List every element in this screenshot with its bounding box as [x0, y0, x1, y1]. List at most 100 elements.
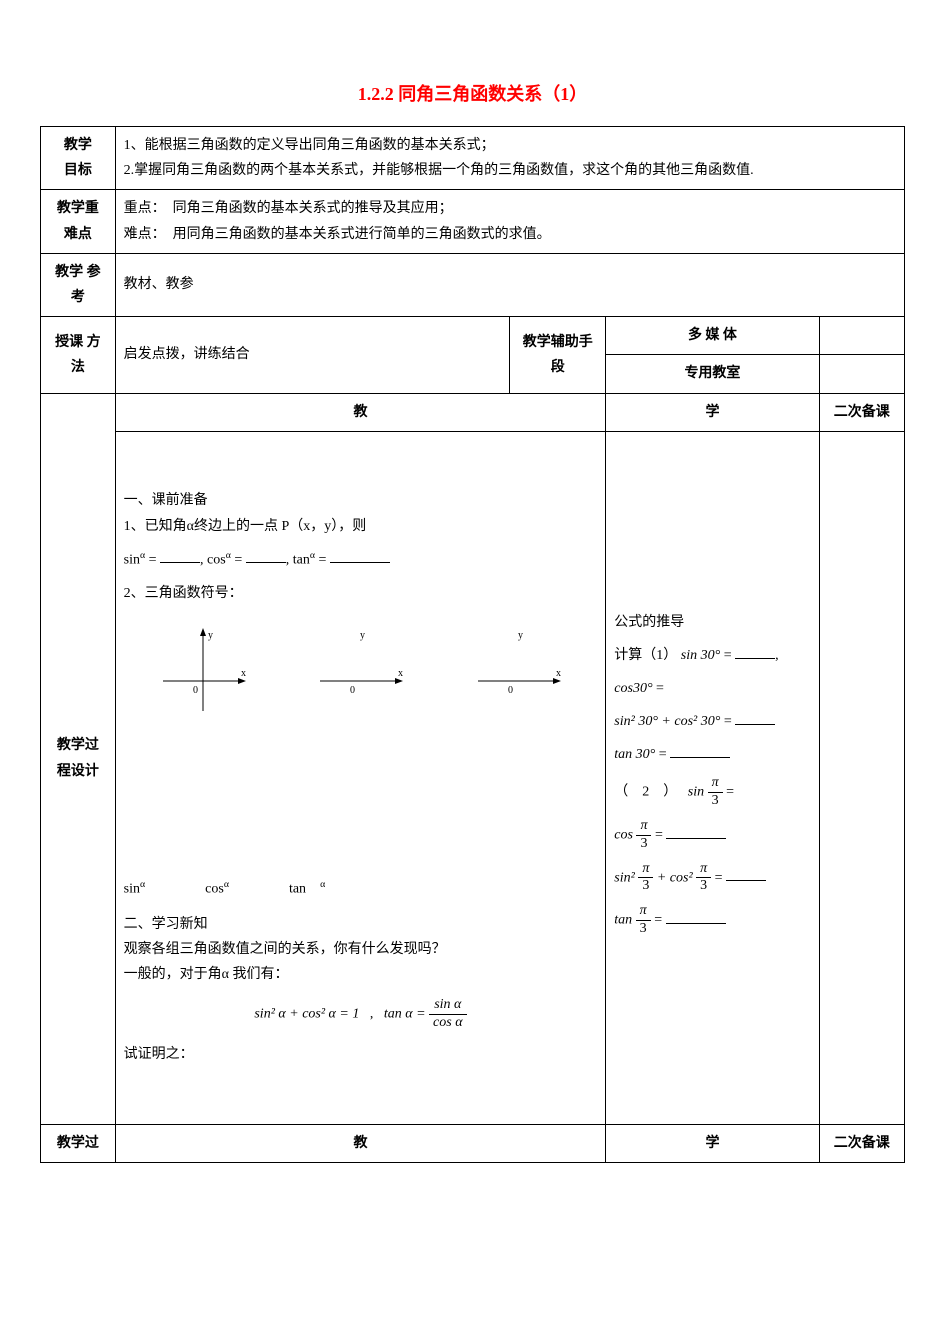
svg-text:0: 0 — [193, 685, 198, 696]
learn-header: 学 — [606, 393, 819, 431]
sin2-pi3: sin² — [614, 870, 635, 885]
tan30-line: tan 30° = — [614, 742, 810, 767]
classroom-label: 专用教室 — [606, 355, 819, 393]
calc-label: 计算（1） — [614, 648, 677, 663]
goal-label: 教学 目标 — [41, 127, 116, 190]
tan-label: tan — [293, 552, 310, 567]
blank-s2c2-30 — [735, 710, 775, 725]
lesson-plan-table: 教学 目标 1、能根据三角函数的定义导出同角三角函数的基本关系式； 2.掌握同角… — [40, 126, 905, 1163]
sec2-title: 二、学习新知 — [124, 912, 598, 937]
teach-content: 一、课前准备 1、已知角α终边上的一点 P（x，y），则 sinα = , co… — [115, 431, 606, 1124]
keypoint-line1: 重点： 同角三角函数的基本关系式的推导及其应用； — [124, 196, 896, 221]
pi3-frac-1: π3 — [708, 775, 723, 810]
sec1-line2: 2、三角函数符号： — [124, 581, 598, 606]
multimedia-label: 多 媒 体 — [606, 317, 819, 355]
learn-header-2: 学 — [606, 1124, 819, 1162]
svg-text:y: y — [208, 630, 213, 641]
svg-text:x: x — [398, 668, 403, 679]
trig-labels-row: sinα cosα tan α — [124, 876, 598, 902]
cos2-pi3: + cos² — [657, 870, 693, 885]
note-header: 二次备课 — [819, 393, 904, 431]
teach-header-2: 教 — [115, 1124, 606, 1162]
note-content — [819, 431, 904, 1124]
formula2-num: sin α — [429, 997, 467, 1015]
document-title: 1.2.2 同角三角函数关系（1） — [40, 80, 905, 106]
sin30: sin 30° — [681, 648, 720, 663]
blank-sin — [160, 548, 200, 563]
sec2-prove: 试证明之： — [124, 1042, 598, 1067]
svg-text:x: x — [241, 668, 246, 679]
keypoint-line2: 难点： 用同角三角函数的基本关系式进行简单的三角函数式的求值。 — [124, 222, 896, 247]
axes-diagrams: y x 0 y x 0 y x 0 — [124, 626, 598, 716]
sin2cos2-30: sin² 30° + cos² 30° — [614, 714, 720, 729]
teach-header: 教 — [115, 393, 606, 431]
goal-line2: 2.掌握同角三角函数的两个基本关系式，并能够根据一个角的三角函数值，求这个角的其… — [124, 158, 896, 183]
ref-content: 教材、教参 — [115, 253, 904, 316]
method-label: 授课 方 法 — [41, 317, 116, 393]
ref-label: 教学 参 考 — [41, 253, 116, 316]
note-header-2: 二次备课 — [819, 1124, 904, 1162]
svg-text:0: 0 — [508, 685, 513, 696]
cos30: cos30° — [614, 681, 652, 696]
sec2-q: 观察各组三角函数值之间的关系，你有什么发现吗？ — [124, 937, 598, 962]
blank-sin30 — [735, 644, 775, 659]
blank-cos-pi3 — [666, 824, 726, 839]
blank-tan — [330, 548, 390, 563]
eq1: = — [145, 552, 160, 567]
svg-text:0: 0 — [350, 685, 355, 696]
learn-title: 公式的推导 — [614, 610, 810, 635]
s2c2-pi3-line: sin² π3 + cos² π3 = — [614, 861, 810, 896]
process2-label: 教学过 — [41, 1124, 116, 1162]
method-content: 启发点拨，讲练结合 — [115, 317, 510, 393]
sin2cos2-30-line: sin² 30° + cos² 30° = — [614, 709, 810, 734]
pi3-frac-4: π3 — [696, 861, 711, 896]
trig-tan: tan α — [289, 876, 325, 902]
sec1-line1b: sinα = , cosα = , tanα = — [124, 547, 598, 573]
sec1-line1: 1、已知角α终边上的一点 P（x，y），则 — [124, 514, 598, 539]
goal-line1: 1、能根据三角函数的定义导出同角三角函数的基本关系式； — [124, 133, 896, 158]
svg-text:x: x — [556, 668, 561, 679]
identity-formula: sin² α + cos² α = 1 , tan α = sin α cos … — [124, 997, 598, 1032]
calc1: 计算（1） sin 30° = , — [614, 643, 810, 668]
process-label: 教学过 程设计 — [41, 393, 116, 1124]
eq3: = — [315, 552, 330, 567]
eq2: = — [231, 552, 246, 567]
sec1-title: 一、课前准备 — [124, 488, 598, 513]
formula2-frac: sin α cos α — [429, 997, 467, 1032]
cos-label: cos — [207, 552, 226, 567]
cos-pi3-line: cos π3 = — [614, 818, 810, 853]
pi3-frac-5: π3 — [636, 903, 651, 938]
axes-1: y x 0 — [153, 626, 253, 716]
goal-content: 1、能根据三角函数的定义导出同角三角函数的基本关系式； 2.掌握同角三角函数的两… — [115, 127, 904, 190]
tan30: tan 30° — [614, 747, 655, 762]
keypoint-content: 重点： 同角三角函数的基本关系式的推导及其应用； 难点： 用同角三角函数的基本关… — [115, 190, 904, 253]
aux-label: 教学辅助手段 — [510, 317, 606, 393]
trig-cos: cosα — [205, 876, 229, 902]
blank-tan-pi3 — [666, 909, 726, 924]
sec2-general: 一般的，对于角α 我们有： — [124, 962, 598, 987]
cos-pi3-label: cos — [614, 828, 633, 843]
blank-s2c2-pi3 — [726, 866, 766, 881]
axes-2: y x 0 — [310, 626, 410, 716]
blank-tan30 — [670, 743, 730, 758]
pi3-frac-3: π3 — [638, 861, 653, 896]
axes-3: y x 0 — [468, 626, 568, 716]
classroom-value — [819, 355, 904, 393]
svg-text:y: y — [360, 630, 365, 641]
sin-pi3-label: sin — [688, 785, 704, 800]
multimedia-value — [819, 317, 904, 355]
cos30-line: cos30° = — [614, 676, 810, 701]
svg-text:y: y — [518, 630, 523, 641]
learn-content: 公式的推导 计算（1） sin 30° = , cos30° = sin² 30… — [606, 431, 819, 1124]
keypoint-label: 教学重 难点 — [41, 190, 116, 253]
pi3-frac-2: π3 — [636, 818, 651, 853]
formula2-lhs: tan α = — [384, 1007, 426, 1022]
trig-sin: sinα — [124, 876, 145, 902]
sin-label: sin — [124, 552, 140, 567]
calc2-line: （ 2 ） sin π3 = — [614, 775, 810, 810]
paren2: （ 2 ） — [614, 785, 677, 800]
tan-pi3-line: tan π3 = — [614, 903, 810, 938]
blank-cos — [246, 548, 286, 563]
formula1: sin² α + cos² α = 1 — [254, 1007, 359, 1022]
tan-pi3-label: tan — [614, 913, 632, 928]
